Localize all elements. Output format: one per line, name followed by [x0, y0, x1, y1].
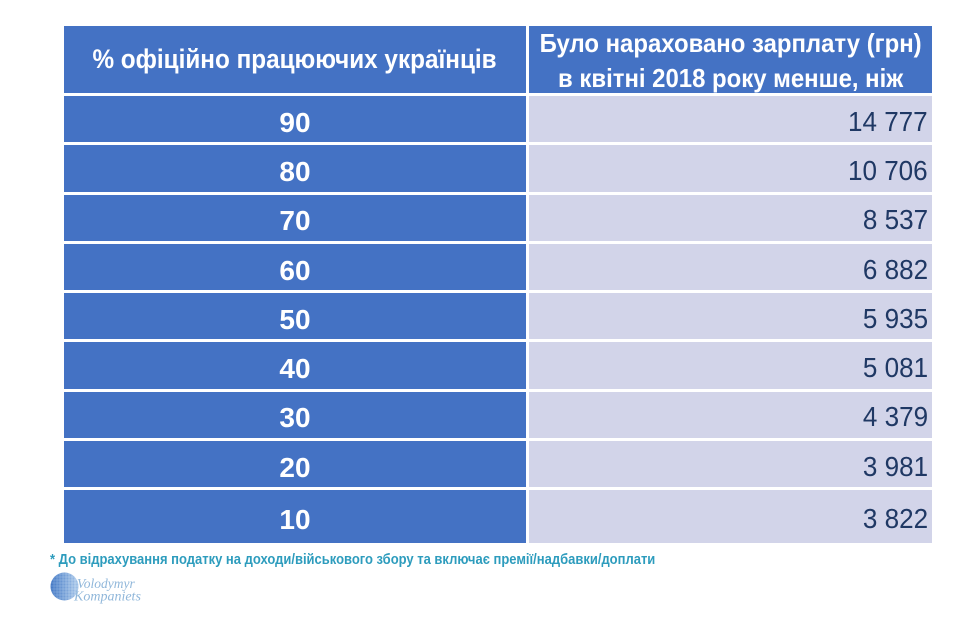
svg-text:Kompaniets: Kompaniets — [73, 590, 141, 605]
svg-text:Volodymyr: Volodymyr — [77, 576, 135, 591]
